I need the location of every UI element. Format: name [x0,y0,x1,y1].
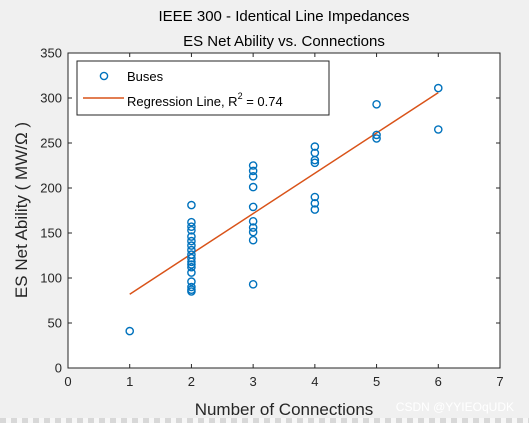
x-axis: 0 1 2 3 4 5 6 7 [64,53,504,389]
data-point [187,253,196,263]
data-point [248,235,258,245]
data-point [433,83,443,93]
x-tick-label: 1 [126,374,133,389]
data-point [310,158,320,168]
data-point [187,241,196,250]
y-tick-label: 250 [40,136,62,151]
watermark-text: CSDN @YYIEOqUDK [396,400,514,414]
y-tick-label: 0 [55,361,62,376]
y-axis: 0 50 100 150 200 250 300 350 [40,46,500,376]
data-point [248,171,258,181]
data-point [310,198,320,208]
title-line-2: ES Net Ability vs. Connections [183,33,385,50]
data-point [187,257,196,267]
x-tick-label: 2 [188,374,195,389]
data-point [310,155,320,165]
data-point [248,227,258,237]
x-tick-label: 6 [435,374,442,389]
y-tick-label: 50 [48,316,62,331]
data-point [187,282,196,292]
data-point [310,205,320,214]
x-tick-label: 7 [496,374,503,389]
data-point [187,262,196,272]
bottom-strip [0,418,529,423]
data-point [248,182,258,192]
y-tick-label: 150 [40,226,62,241]
x-tick-label: 4 [311,374,318,389]
data-point [187,232,196,241]
data-points-layer [125,83,443,336]
data-point [187,277,196,286]
data-point [248,223,258,232]
data-point [187,200,196,210]
x-tick-label: 3 [250,374,257,389]
data-point [372,100,381,109]
legend: Buses Regression Line, R2 = 0.74 [76,60,330,116]
data-point [187,217,196,227]
y-tick-label: 100 [40,271,62,286]
x-axis-label: Number of Connections [195,400,374,419]
data-point [187,222,196,231]
data-point [372,134,381,143]
legend-regression-suffix: = 0.74 [243,94,283,109]
data-point [125,326,135,336]
data-point [187,260,196,269]
data-point [187,287,196,296]
y-axis-label: ES Net Ability ( MW/Ω ) [12,122,31,298]
x-tick-label: 0 [64,374,71,389]
data-point [187,245,196,255]
regression-line-layer [129,91,439,295]
legend-label-buses: Buses [127,69,164,84]
legend-box [76,60,330,116]
data-point [187,236,196,246]
data-point [248,216,258,226]
data-point [310,142,320,151]
data-point [248,166,258,176]
regression-line [129,91,439,295]
y-tick-label: 300 [40,91,62,106]
data-point [187,268,196,277]
y-tick-label: 350 [40,46,62,61]
y-tick-label: 200 [40,181,62,196]
data-point [433,125,443,134]
legend-regression-superscript: 2 [238,91,243,101]
data-point [248,202,258,212]
data-point [248,279,258,289]
data-point [372,130,381,140]
data-point [187,225,196,235]
legend-marker-buses [99,71,109,81]
x-tick-label: 5 [373,374,380,389]
legend-label-regression: Regression Line, R2 = 0.74 [127,91,283,109]
data-point [248,161,258,170]
legend-regression-prefix: Regression Line, R [127,94,238,109]
data-point [310,192,320,202]
chart-title: IEEE 300 - Identical Line Impedances ES … [159,8,410,50]
title-line-1: IEEE 300 - Identical Line Impedances [159,8,410,25]
